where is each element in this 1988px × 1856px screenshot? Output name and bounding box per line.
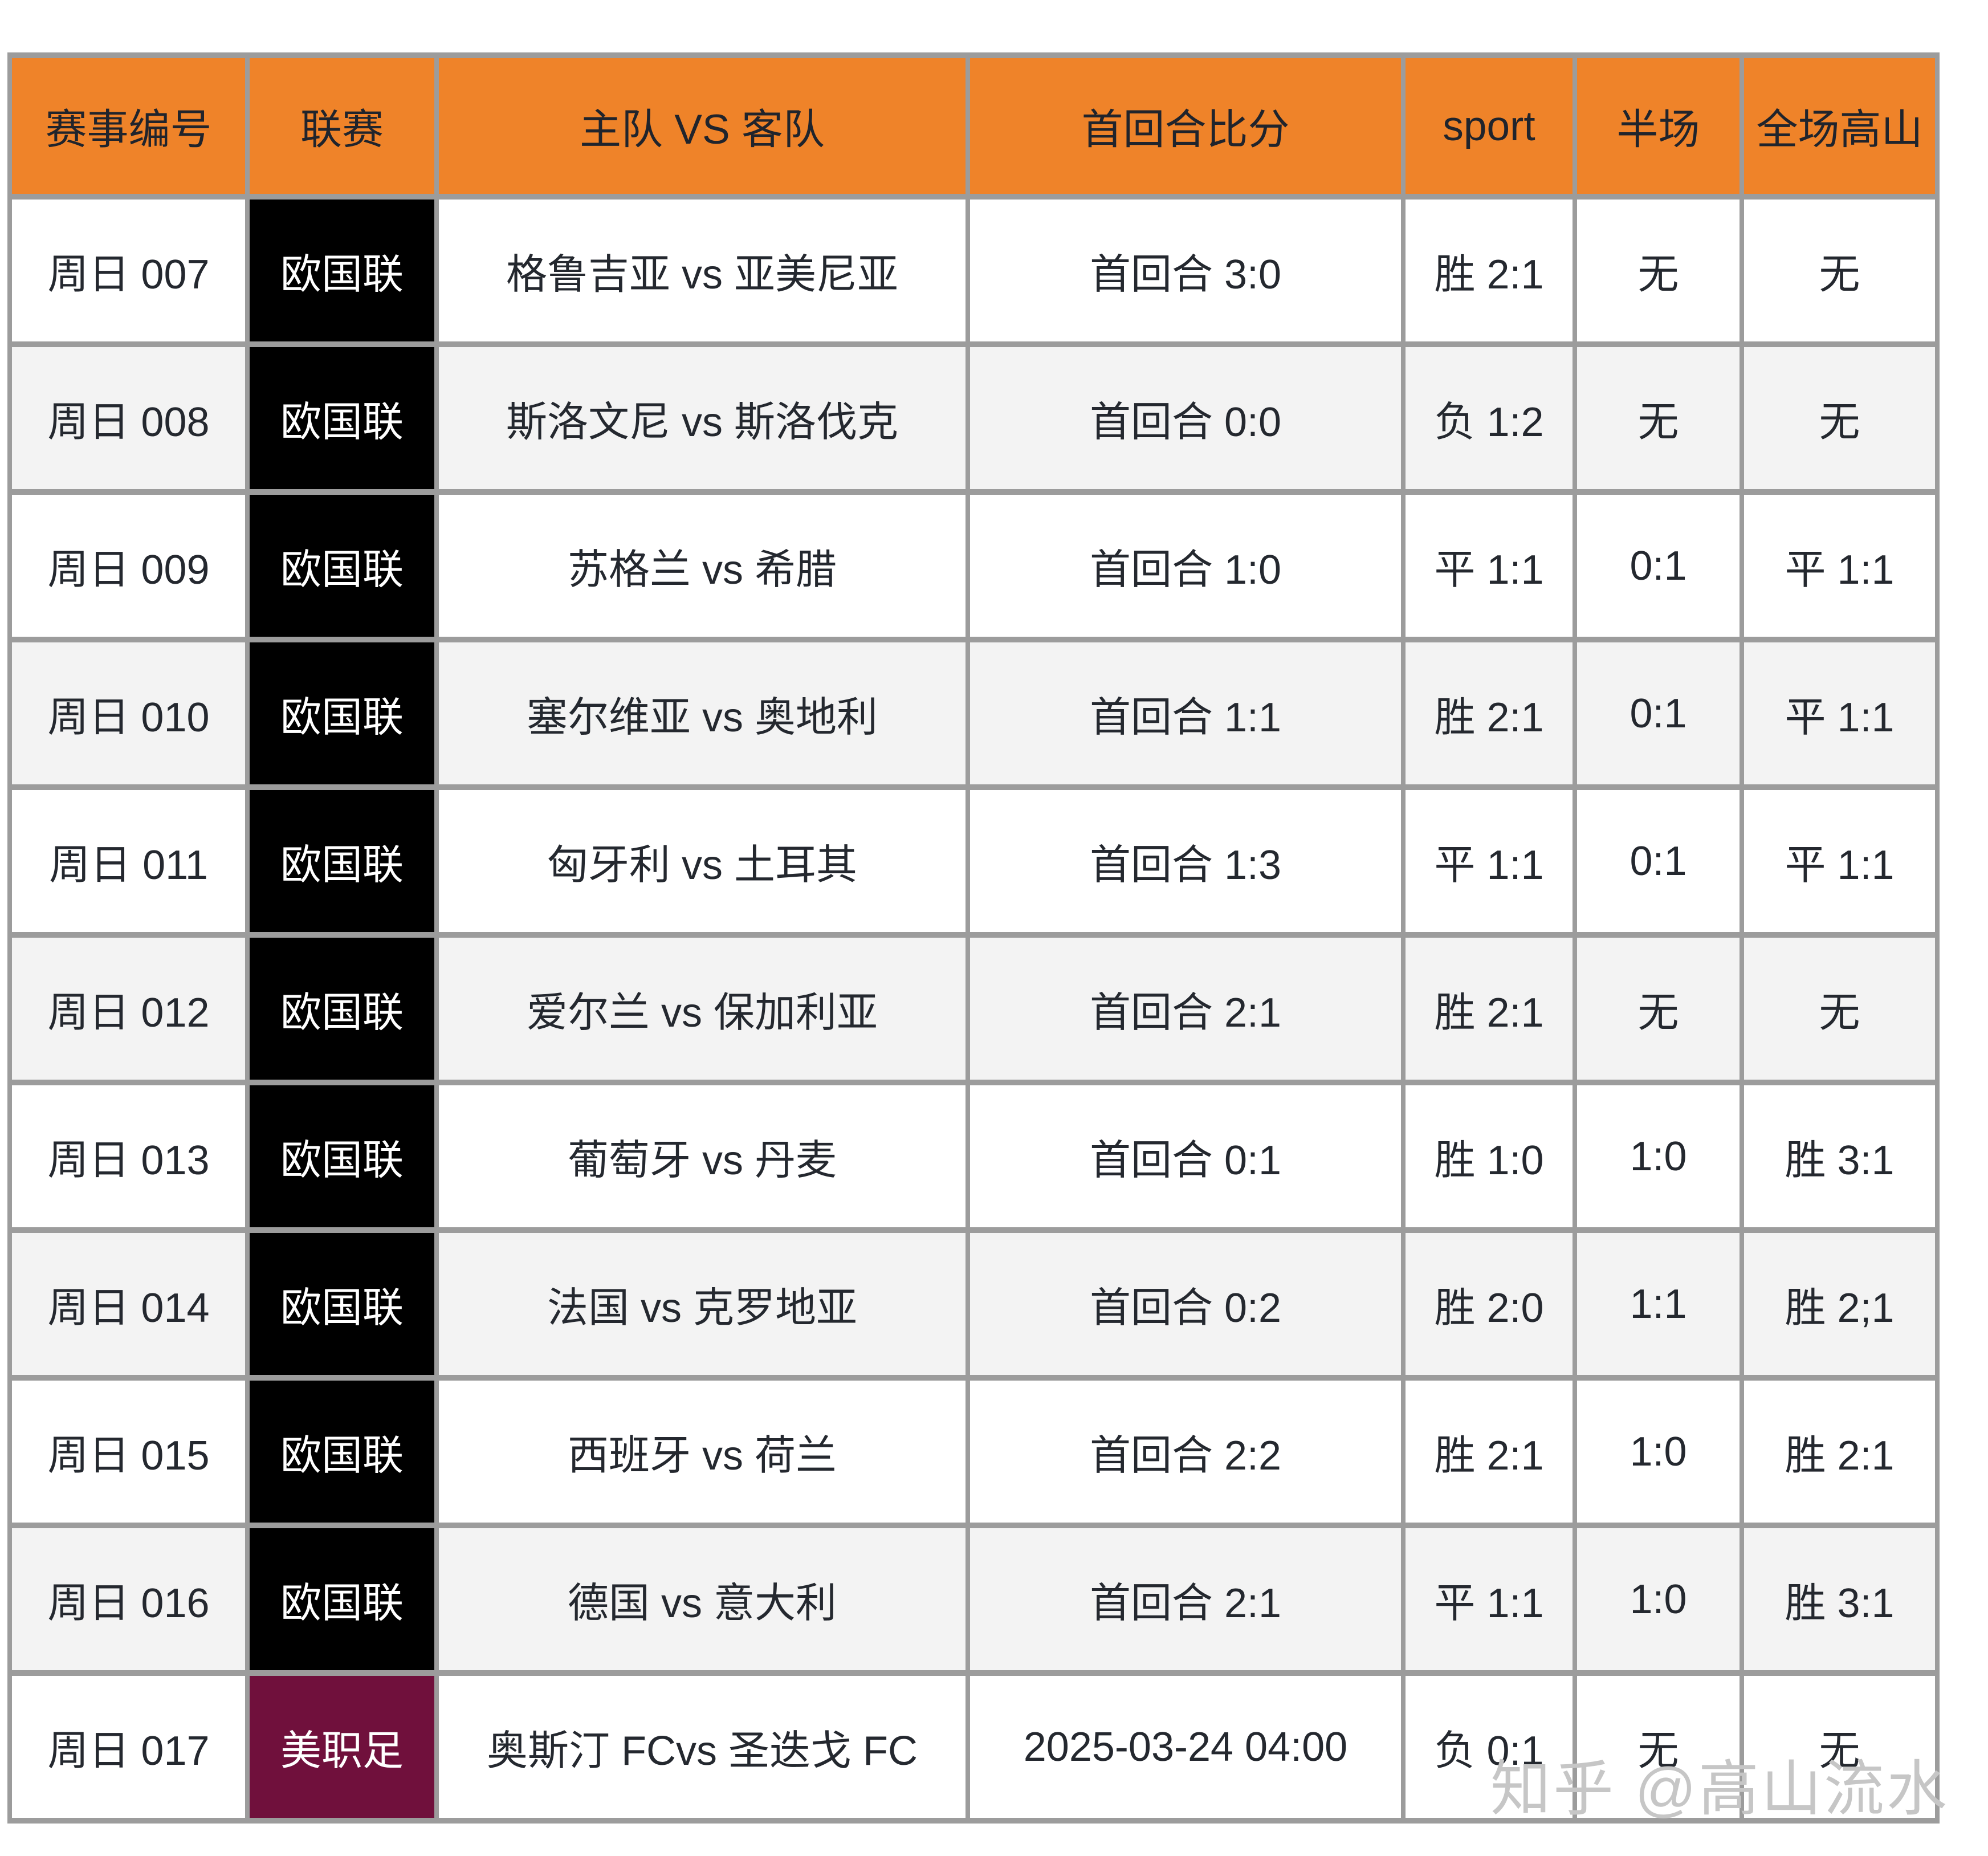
header-full-time: 全场高山 [1740,52,1940,200]
table-row: 周日 007 欧国联 格鲁吉亚 vs 亚美尼亚 首回合 3:0 胜 2:1 无 … [7,194,1940,347]
cell-first-leg-score: 首回合 1:1 [966,637,1406,790]
cell-sport-result: 胜 2:1 [1401,637,1577,790]
header-first-leg-score: 首回合比分 [966,52,1406,200]
cell-first-leg-score: 首回合 3:0 [966,194,1406,347]
cell-half-time: 无 [1573,1670,1744,1824]
cell-full-time: 无 [1740,932,1940,1085]
header-half-time: 半场 [1573,52,1744,200]
cell-home-vs-away: 西班牙 vs 荷兰 [434,1375,970,1528]
cell-league-badge: 欧国联 [245,1227,439,1381]
cell-half-time: 0:1 [1573,489,1744,642]
cell-half-time: 1:0 [1573,1080,1744,1233]
cell-sport-result: 负 1:2 [1401,341,1577,495]
table-row: 周日 010 欧国联 塞尔维亚 vs 奥地利 首回合 1:1 胜 2:1 0:1… [7,637,1940,790]
cell-half-time: 无 [1573,341,1744,495]
cell-first-leg-score: 首回合 1:3 [966,784,1406,938]
table-row: 周日 015 欧国联 西班牙 vs 荷兰 首回合 2:2 胜 2:1 1:0 胜… [7,1375,1940,1528]
cell-home-vs-away: 德国 vs 意大利 [434,1523,970,1676]
cell-home-vs-away: 格鲁吉亚 vs 亚美尼亚 [434,194,970,347]
cell-full-time: 无 [1740,194,1940,347]
cell-league-badge: 欧国联 [245,637,439,790]
cell-half-time: 无 [1573,932,1744,1085]
cell-home-vs-away: 奥斯汀 FCvs 圣迭戈 FC [434,1670,970,1824]
table-row: 周日 012 欧国联 爱尔兰 vs 保加利亚 首回合 2:1 胜 2:1 无 无 [7,932,1940,1085]
cell-league-badge: 欧国联 [245,489,439,642]
header-sport: sport [1401,52,1577,200]
cell-league-badge: 欧国联 [245,1523,439,1676]
cell-league-badge: 欧国联 [245,1080,439,1233]
cell-home-vs-away: 爱尔兰 vs 保加利亚 [434,932,970,1085]
cell-match-id: 周日 009 [7,489,250,642]
cell-league-badge: 欧国联 [245,194,439,347]
cell-full-time: 无 [1740,1670,1940,1824]
cell-full-time: 胜 2;1 [1740,1227,1940,1381]
cell-home-vs-away: 斯洛文尼 vs 斯洛伐克 [434,341,970,495]
cell-first-leg-score: 首回合 0:1 [966,1080,1406,1233]
cell-full-time: 胜 3:1 [1740,1080,1940,1233]
cell-sport-result: 胜 2:1 [1401,1375,1577,1528]
table-row: 周日 014 欧国联 法国 vs 克罗地亚 首回合 0:2 胜 2:0 1:1 … [7,1227,1940,1381]
cell-home-vs-away: 匈牙利 vs 土耳其 [434,784,970,938]
cell-half-time: 0:1 [1573,637,1744,790]
table-row: 周日 008 欧国联 斯洛文尼 vs 斯洛伐克 首回合 0:0 负 1:2 无 … [7,341,1940,495]
cell-half-time: 1:0 [1573,1523,1744,1676]
cell-match-id: 周日 008 [7,341,250,495]
cell-first-leg-score: 2025-03-24 04:00 [966,1670,1406,1824]
cell-sport-result: 平 1:1 [1401,1523,1577,1676]
cell-league-badge: 欧国联 [245,784,439,938]
header-home-vs-away: 主队 VS 客队 [434,52,970,200]
table-row: 周日 011 欧国联 匈牙利 vs 土耳其 首回合 1:3 平 1:1 0:1 … [7,784,1940,938]
cell-match-id: 周日 013 [7,1080,250,1233]
cell-league-badge: 欧国联 [245,932,439,1085]
cell-match-id: 周日 014 [7,1227,250,1381]
cell-home-vs-away: 法国 vs 克罗地亚 [434,1227,970,1381]
cell-match-id: 周日 012 [7,932,250,1085]
cell-home-vs-away: 葡萄牙 vs 丹麦 [434,1080,970,1233]
header-league: 联赛 [245,52,439,200]
cell-sport-result: 胜 1:0 [1401,1080,1577,1233]
cell-match-id: 周日 017 [7,1670,250,1824]
cell-full-time: 平 1:1 [1740,637,1940,790]
cell-home-vs-away: 塞尔维亚 vs 奥地利 [434,637,970,790]
cell-half-time: 0:1 [1573,784,1744,938]
cell-full-time: 无 [1740,341,1940,495]
cell-full-time: 胜 3:1 [1740,1523,1940,1676]
cell-match-id: 周日 016 [7,1523,250,1676]
cell-first-leg-score: 首回合 1:0 [966,489,1406,642]
cell-first-leg-score: 首回合 0:2 [966,1227,1406,1381]
cell-match-id: 周日 015 [7,1375,250,1528]
cell-match-id: 周日 010 [7,637,250,790]
header-row: 赛事编号 联赛 主队 VS 客队 首回合比分 sport 半场 全场高山 [7,52,1940,200]
cell-half-time: 1:1 [1573,1227,1744,1381]
cell-sport-result: 胜 2:1 [1401,194,1577,347]
cell-home-vs-away: 苏格兰 vs 希腊 [434,489,970,642]
cell-sport-result: 胜 2:1 [1401,932,1577,1085]
cell-sport-result: 负 0:1 [1401,1670,1577,1824]
cell-league-badge: 欧国联 [245,341,439,495]
cell-first-leg-score: 首回合 2:1 [966,1523,1406,1676]
cell-first-leg-score: 首回合 2:1 [966,932,1406,1085]
cell-match-id: 周日 007 [7,194,250,347]
cell-full-time: 平 1:1 [1740,784,1940,938]
cell-sport-result: 胜 2:0 [1401,1227,1577,1381]
watermark: 知乎 @高山流水 [1490,1756,1950,1823]
cell-first-leg-score: 首回合 0:0 [966,341,1406,495]
table-row: 周日 016 欧国联 德国 vs 意大利 首回合 2:1 平 1:1 1:0 胜… [7,1523,1940,1676]
table-row: 周日 013 欧国联 葡萄牙 vs 丹麦 首回合 0:1 胜 1:0 1:0 胜… [7,1080,1940,1233]
cell-sport-result: 平 1:1 [1401,489,1577,642]
cell-sport-result: 平 1:1 [1401,784,1577,938]
header-match-id: 赛事编号 [7,52,250,200]
cell-match-id: 周日 011 [7,784,250,938]
table-row: 周日 017 美职足 奥斯汀 FCvs 圣迭戈 FC 2025-03-24 04… [7,1670,1940,1824]
cell-league-badge: 美职足 [245,1670,439,1824]
cell-half-time: 无 [1573,194,1744,347]
match-results-table: 赛事编号 联赛 主队 VS 客队 首回合比分 sport 半场 全场高山 周日 … [7,52,1940,1824]
table-row: 周日 009 欧国联 苏格兰 vs 希腊 首回合 1:0 平 1:1 0:1 平… [7,489,1940,642]
cell-full-time: 平 1:1 [1740,489,1940,642]
cell-full-time: 胜 2:1 [1740,1375,1940,1528]
cell-league-badge: 欧国联 [245,1375,439,1528]
cell-half-time: 1:0 [1573,1375,1744,1528]
cell-first-leg-score: 首回合 2:2 [966,1375,1406,1528]
